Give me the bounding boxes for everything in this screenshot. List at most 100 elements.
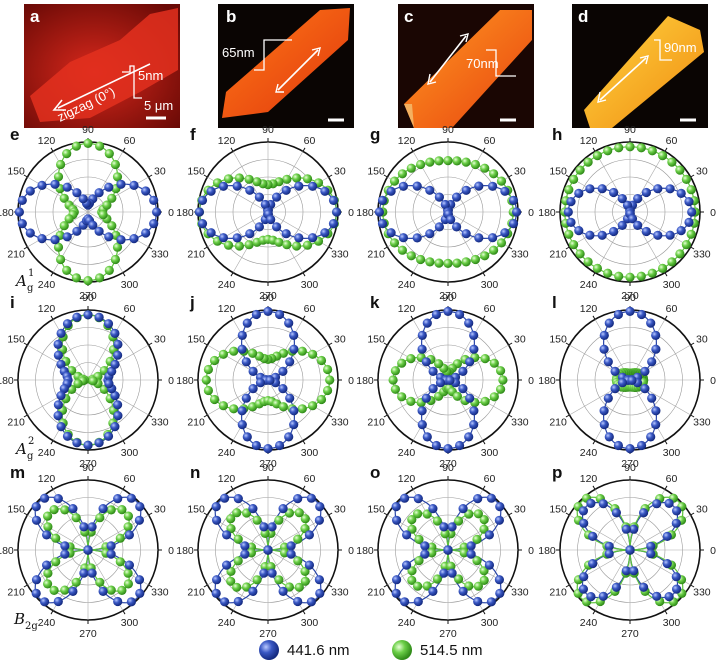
tick-mark: [51, 273, 53, 276]
data-point-441: [83, 545, 92, 554]
data-point-441: [467, 550, 476, 559]
data-point-441: [402, 530, 411, 539]
tick-label-300: 300: [481, 279, 499, 291]
tick-label-150: 150: [367, 166, 385, 178]
data-point-441: [579, 519, 588, 528]
tick-mark: [51, 441, 53, 444]
data-point-514: [274, 238, 283, 247]
data-point-441: [392, 516, 401, 525]
tick-label-30: 30: [696, 334, 708, 346]
data-point-441: [255, 222, 264, 231]
tick-label-150: 150: [549, 166, 567, 178]
image-d: d 90nm: [572, 4, 708, 128]
data-point-441: [233, 233, 242, 242]
data-point-441: [653, 184, 662, 193]
tick-mark: [483, 486, 485, 489]
tick-label-180: 180: [176, 375, 194, 387]
data-point-441: [26, 228, 35, 237]
data-point-514: [593, 151, 602, 160]
data-point-441: [579, 585, 588, 594]
tick-label-120: 120: [398, 303, 416, 315]
tick-label-240: 240: [218, 617, 236, 629]
data-point-514: [124, 579, 133, 588]
data-point-441: [293, 597, 302, 606]
data-point-441: [305, 530, 314, 539]
tick-label-90: 90: [442, 124, 454, 136]
data-point-514: [274, 516, 283, 525]
tick-label-30: 30: [154, 504, 166, 516]
data-point-514: [390, 238, 399, 247]
data-point-514: [219, 350, 228, 359]
data-point-514: [576, 249, 585, 258]
data-point-441: [436, 378, 445, 387]
data-point-441: [308, 182, 317, 191]
data-point-441: [443, 444, 452, 453]
data-point-441: [32, 575, 41, 584]
data-point-441: [275, 310, 284, 319]
tick-mark: [483, 441, 485, 444]
data-point-441: [15, 207, 24, 216]
tick-mark: [665, 316, 667, 319]
data-point-514: [637, 143, 646, 152]
data-point-514: [323, 386, 332, 395]
data-point-441: [677, 189, 686, 198]
data-point-441: [26, 186, 35, 195]
data-point-514: [56, 160, 65, 169]
tick-label-120: 120: [398, 473, 416, 485]
data-point-514: [667, 257, 676, 266]
data-point-514: [576, 166, 585, 175]
tick-label-300: 300: [121, 617, 139, 629]
data-point-441: [285, 394, 294, 403]
tick-mark: [691, 513, 694, 515]
data-point-441: [458, 367, 467, 376]
polar-chart-p: 0306090120150180210240270300330p: [538, 462, 716, 640]
data-point-514: [462, 158, 471, 167]
tick-label-60: 60: [484, 135, 496, 147]
data-point-441: [614, 441, 623, 450]
data-point-441: [240, 541, 249, 550]
tick-label-60: 60: [124, 303, 136, 315]
data-point-441: [135, 502, 144, 511]
data-point-514: [293, 556, 302, 565]
data-point-441: [50, 180, 59, 189]
data-point-514: [43, 579, 52, 588]
data-point-441: [88, 522, 97, 531]
data-point-441: [279, 504, 288, 513]
data-point-441: [125, 561, 134, 570]
data-point-441: [113, 340, 122, 349]
data-point-514: [453, 392, 462, 401]
data-point-441: [245, 186, 254, 195]
data-point-441: [116, 235, 125, 244]
data-point-441: [110, 360, 119, 369]
tick-label-240: 240: [580, 617, 598, 629]
svg-text:2: 2: [28, 436, 34, 447]
data-point-514: [111, 255, 120, 264]
data-point-514: [51, 534, 60, 543]
data-point-441: [642, 227, 651, 236]
tick-label-330: 330: [693, 587, 711, 599]
data-point-441: [677, 226, 686, 235]
tick-mark: [303, 148, 305, 151]
tick-mark: [411, 148, 413, 151]
tick-mark: [149, 343, 152, 345]
data-point-441: [212, 575, 221, 584]
data-point-441: [249, 384, 258, 393]
polar-chart-f: 0306090120150180210240270300330f: [176, 124, 354, 302]
image-b: b 65nm: [218, 4, 354, 128]
tick-label-90: 90: [262, 292, 274, 304]
svg-text:2g: 2g: [25, 621, 38, 632]
tick-mark: [665, 611, 667, 614]
tick-label-30: 30: [154, 334, 166, 346]
data-point-441: [629, 566, 638, 575]
tick-label-90: 90: [442, 462, 454, 474]
data-point-441: [609, 227, 618, 236]
data-point-441: [458, 384, 467, 393]
tick-label-30: 30: [696, 166, 708, 178]
data-point-441: [294, 233, 303, 242]
data-point-441: [268, 569, 277, 578]
data-point-441: [252, 310, 261, 319]
data-point-441: [234, 494, 243, 503]
data-point-441: [320, 228, 329, 237]
tick-label-60: 60: [304, 473, 316, 485]
data-point-514: [107, 586, 116, 595]
